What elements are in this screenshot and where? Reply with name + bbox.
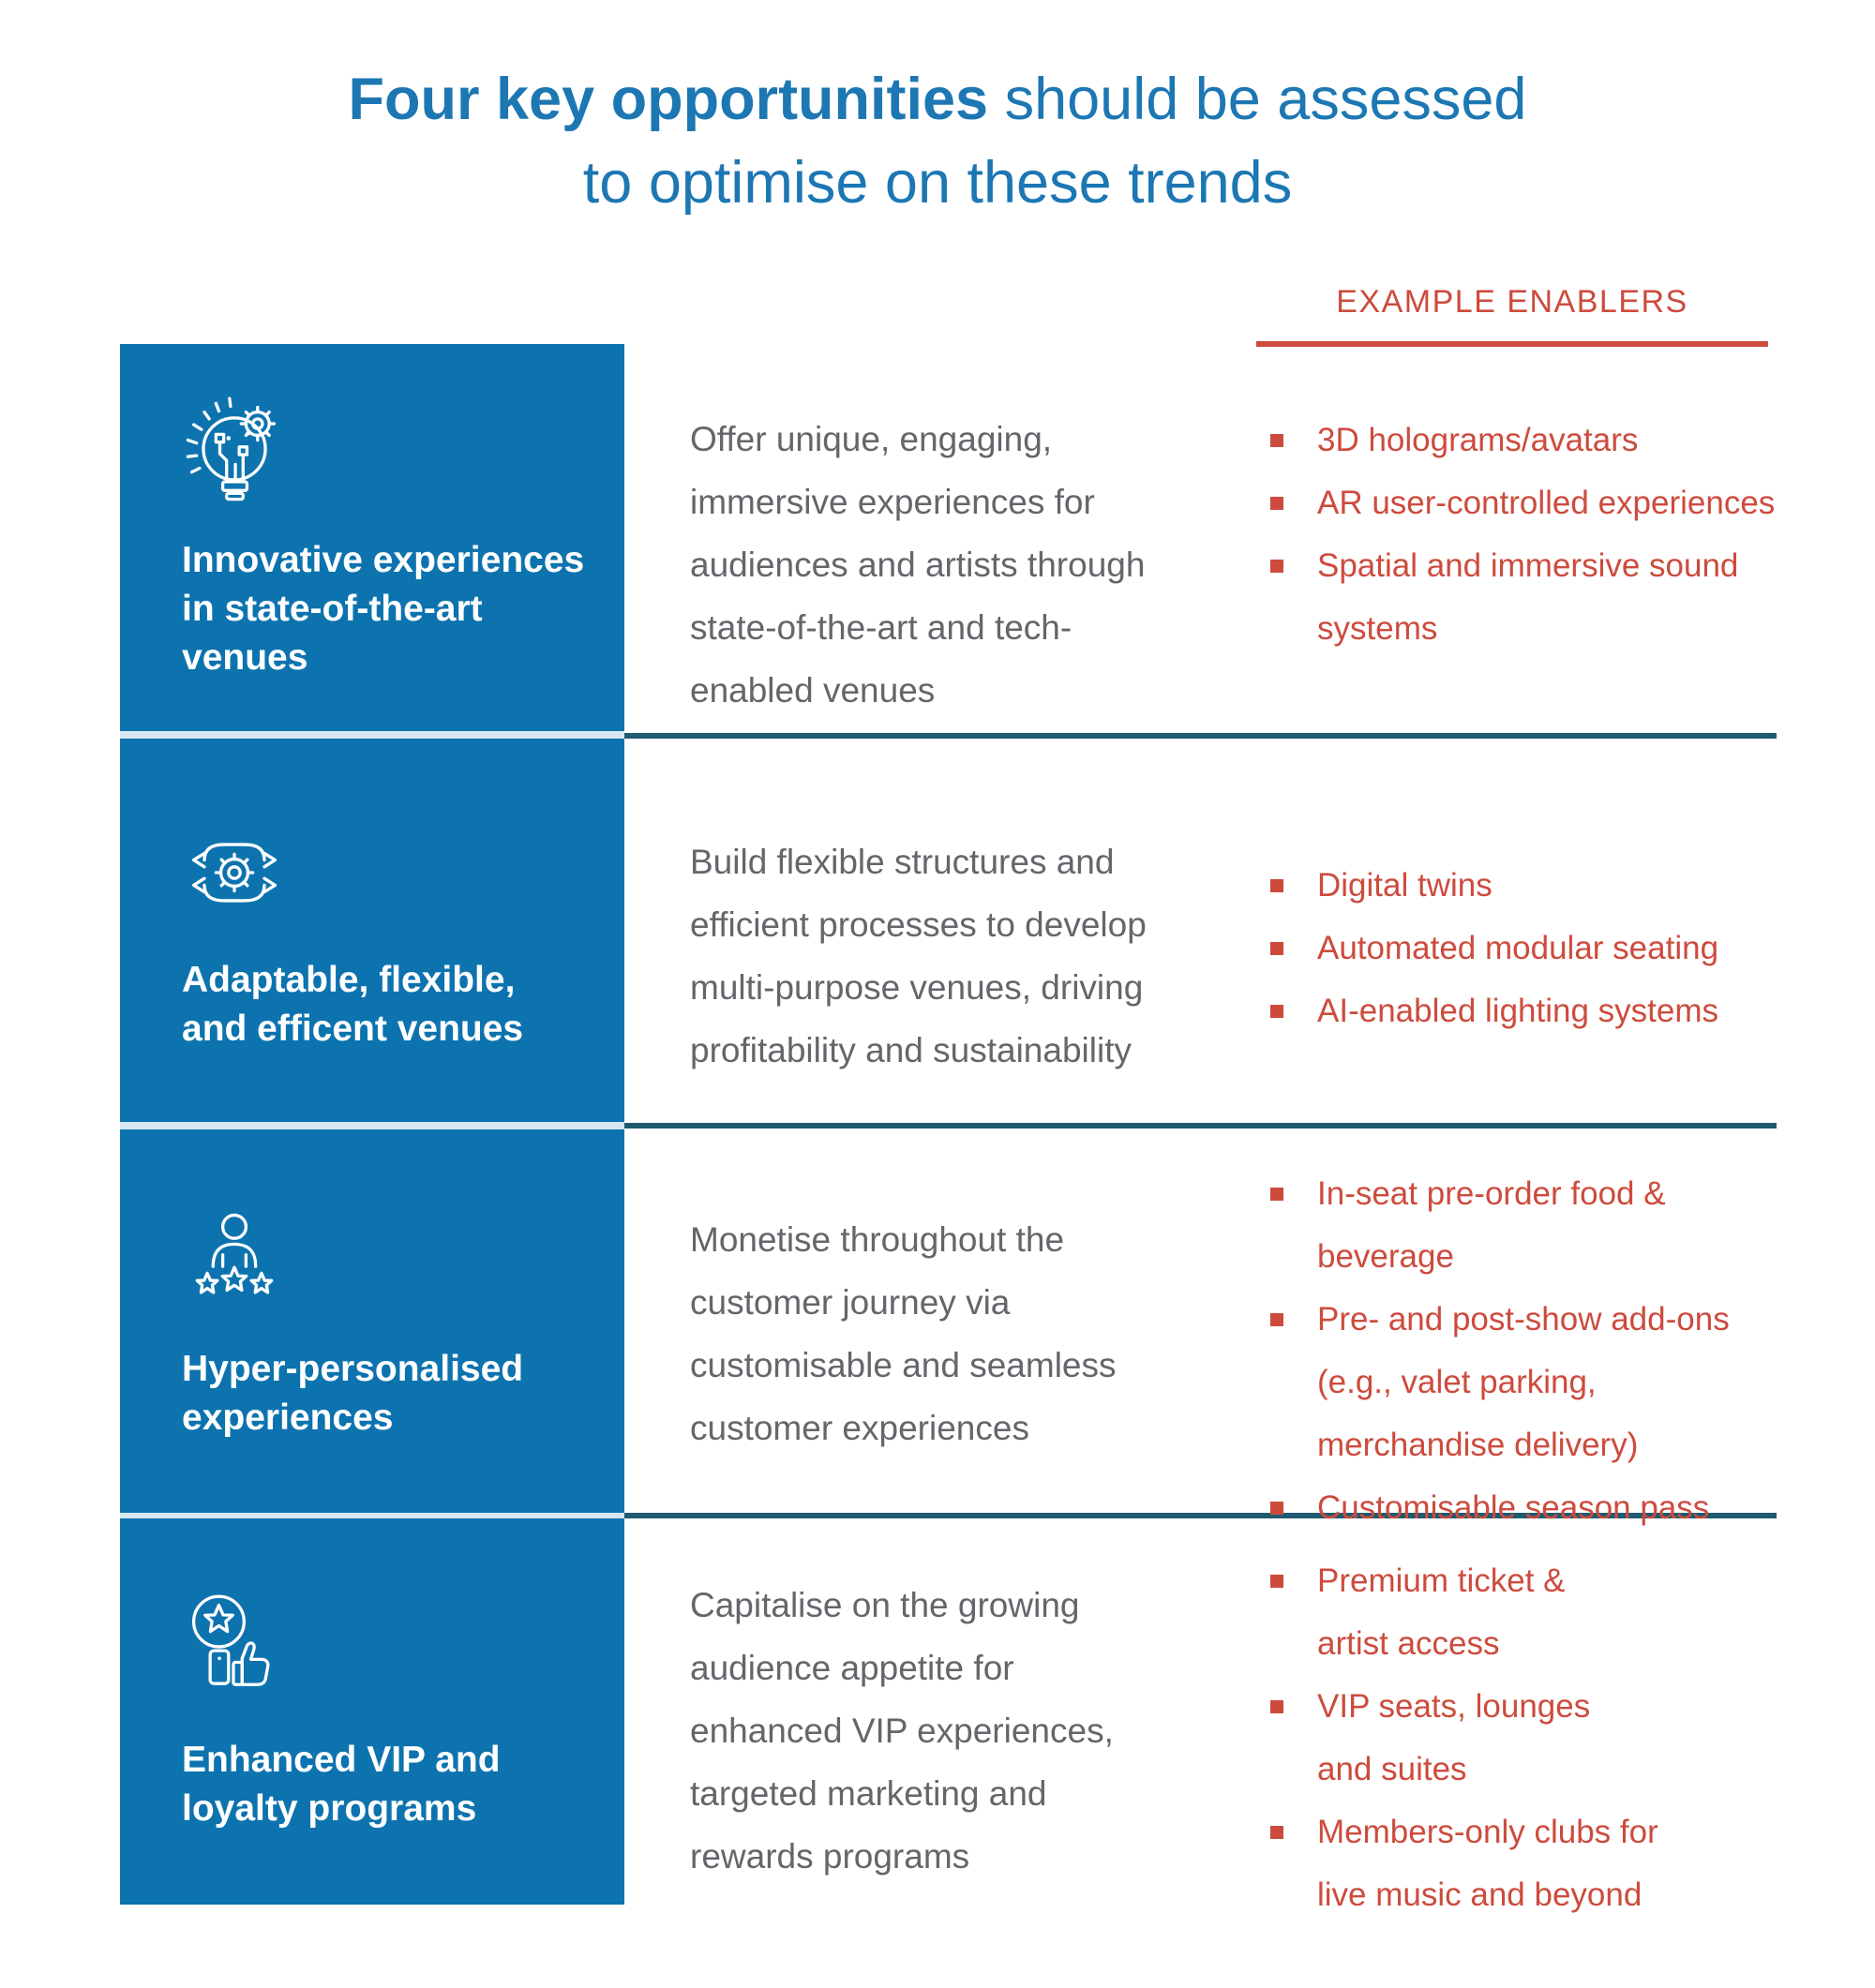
enabler-text: Spatial and immersive sound systems (1317, 547, 1739, 647)
enablers-list: Digital twins Automated modular seating … (1268, 854, 1778, 1042)
opportunity-title: Innovative experiences in state-of-the-a… (182, 540, 585, 678)
enabler-item: AI-enabled lighting systems (1268, 979, 1778, 1042)
page-title-bold: Four key opportunities (348, 67, 989, 132)
enabler-item: Premium ticket & artist access (1268, 1549, 1778, 1675)
enabler-item: Automated modular seating (1268, 917, 1778, 979)
bullet-square-icon (1270, 1005, 1283, 1018)
opportunity-description: Build flexible structures and efficient … (690, 843, 1147, 1069)
innovation-lightbulb-gear-icon (180, 393, 289, 511)
panel-separator (120, 1513, 624, 1518)
enabler-item: In-seat pre-order food & beverage (1268, 1162, 1778, 1288)
page-title-line2: to optimise on these trends (582, 150, 1293, 216)
bullet-square-icon (1270, 1313, 1283, 1326)
panel-separator (120, 1122, 624, 1129)
enablers-list: In-seat pre-order food & beverage Pre- a… (1268, 1162, 1778, 1539)
opportunity-title: Enhanced VIP and loyalty programs (182, 1740, 501, 1829)
person-rating-stars-icon (180, 1203, 289, 1321)
bullet-square-icon (1270, 497, 1283, 510)
loyalty-star-thumbs-up-icon (180, 1589, 289, 1707)
opportunity-panel-innovative-experiences: Innovative experiences in state-of-the-a… (120, 344, 624, 731)
agile-process-gear-arrows-icon (180, 814, 289, 932)
row-divider-line (624, 733, 1777, 739)
enabler-item: AR user-controlled experiences (1268, 471, 1778, 534)
bullet-square-icon (1270, 879, 1283, 892)
bullet-square-icon (1270, 560, 1283, 573)
bullet-square-icon (1270, 1188, 1283, 1201)
bullet-square-icon (1270, 434, 1283, 447)
enabler-text: Premium ticket & artist access (1317, 1562, 1566, 1662)
enabler-text: Pre- and post-show add-ons (e.g., valet … (1317, 1301, 1730, 1463)
opportunity-description: Offer unique, engaging, immersive experi… (690, 420, 1146, 710)
opportunity-description: Monetise throughout the customer journey… (690, 1220, 1117, 1447)
panel-separator (120, 731, 624, 739)
example-enablers-heading: EXAMPLE ENABLERS (1336, 284, 1688, 320)
enabler-text: AR user-controlled experiences (1317, 485, 1776, 521)
enabler-item: Spatial and immersive sound systems (1268, 534, 1778, 660)
enabler-item: VIP seats, lounges and suites (1268, 1675, 1778, 1801)
page-title-rest: should be assessed (988, 67, 1527, 132)
opportunity-panel-hyper-personalised: Hyper-personalised experiences (120, 1129, 624, 1513)
bullet-square-icon (1270, 1502, 1283, 1515)
enabler-item: Pre- and post-show add-ons (e.g., valet … (1268, 1288, 1778, 1476)
enabler-item: Digital twins (1268, 854, 1778, 917)
opportunity-panel-adaptable-venues: Adaptable, flexible, and efficent venues (120, 739, 624, 1122)
bullet-square-icon (1270, 942, 1283, 955)
enablers-list: Premium ticket & artist access VIP seats… (1268, 1549, 1778, 1926)
enabler-text: Members-only clubs for live music and be… (1317, 1814, 1658, 1913)
enablers-list: 3D holograms/avatars AR user-controlled … (1268, 409, 1778, 660)
opportunity-title: Adaptable, flexible, and efficent venues (182, 960, 524, 1049)
enabler-text: AI-enabled lighting systems (1317, 993, 1718, 1029)
opportunity-title: Hyper-personalised experiences (182, 1349, 524, 1438)
bullet-square-icon (1270, 1826, 1283, 1839)
enabler-text: Customisable season pass (1317, 1489, 1710, 1526)
page-title: Four key opportunities should be assesse… (0, 58, 1875, 225)
bullet-square-icon (1270, 1700, 1283, 1713)
enabler-item: Customisable season pass (1268, 1476, 1778, 1539)
enabler-text: VIP seats, lounges and suites (1317, 1688, 1591, 1787)
opportunity-description: Capitalise on the growing audience appet… (690, 1586, 1114, 1876)
enabler-text: In-seat pre-order food & beverage (1317, 1175, 1666, 1275)
enabler-text: Automated modular seating (1317, 930, 1719, 966)
example-enablers-underline (1256, 341, 1768, 347)
row-divider-line (624, 1123, 1777, 1129)
opportunity-panel-vip-loyalty: Enhanced VIP and loyalty programs (120, 1518, 624, 1905)
enabler-item: Members-only clubs for live music and be… (1268, 1801, 1778, 1926)
bullet-square-icon (1270, 1575, 1283, 1588)
enabler-text: Digital twins (1317, 867, 1492, 904)
row-divider-line (624, 1513, 1777, 1518)
enabler-item: 3D holograms/avatars (1268, 409, 1778, 471)
enabler-text: 3D holograms/avatars (1317, 422, 1639, 458)
